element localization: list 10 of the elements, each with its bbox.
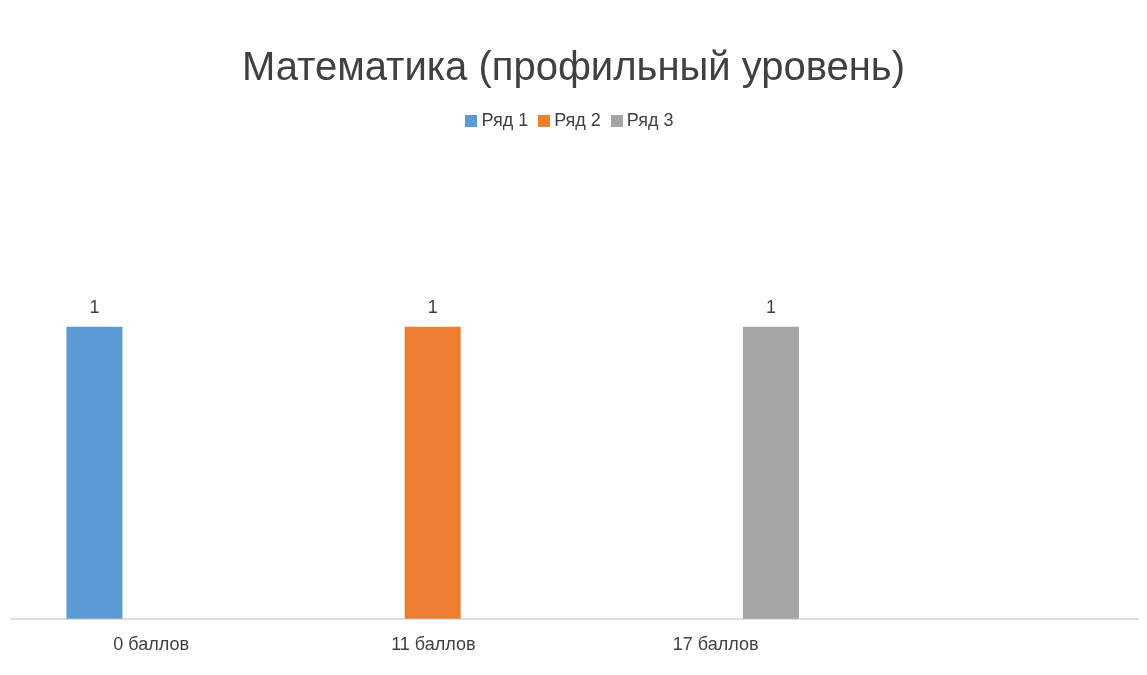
legend-label: Ряд 3 [626,110,674,130]
x-tick-label: 0 баллов [113,633,189,654]
data-label: 1 [427,296,438,317]
data-label: 1 [765,296,776,317]
legend-label: Ряд 2 [554,110,601,130]
x-tick-label: 11 баллов [391,633,476,654]
chart-title: Математика (профильный уровень) [240,43,907,90]
data-label: 1 [89,296,100,317]
legend-label: Ряд 1 [481,110,529,130]
x-tick-label: 17 баллов [672,633,759,654]
